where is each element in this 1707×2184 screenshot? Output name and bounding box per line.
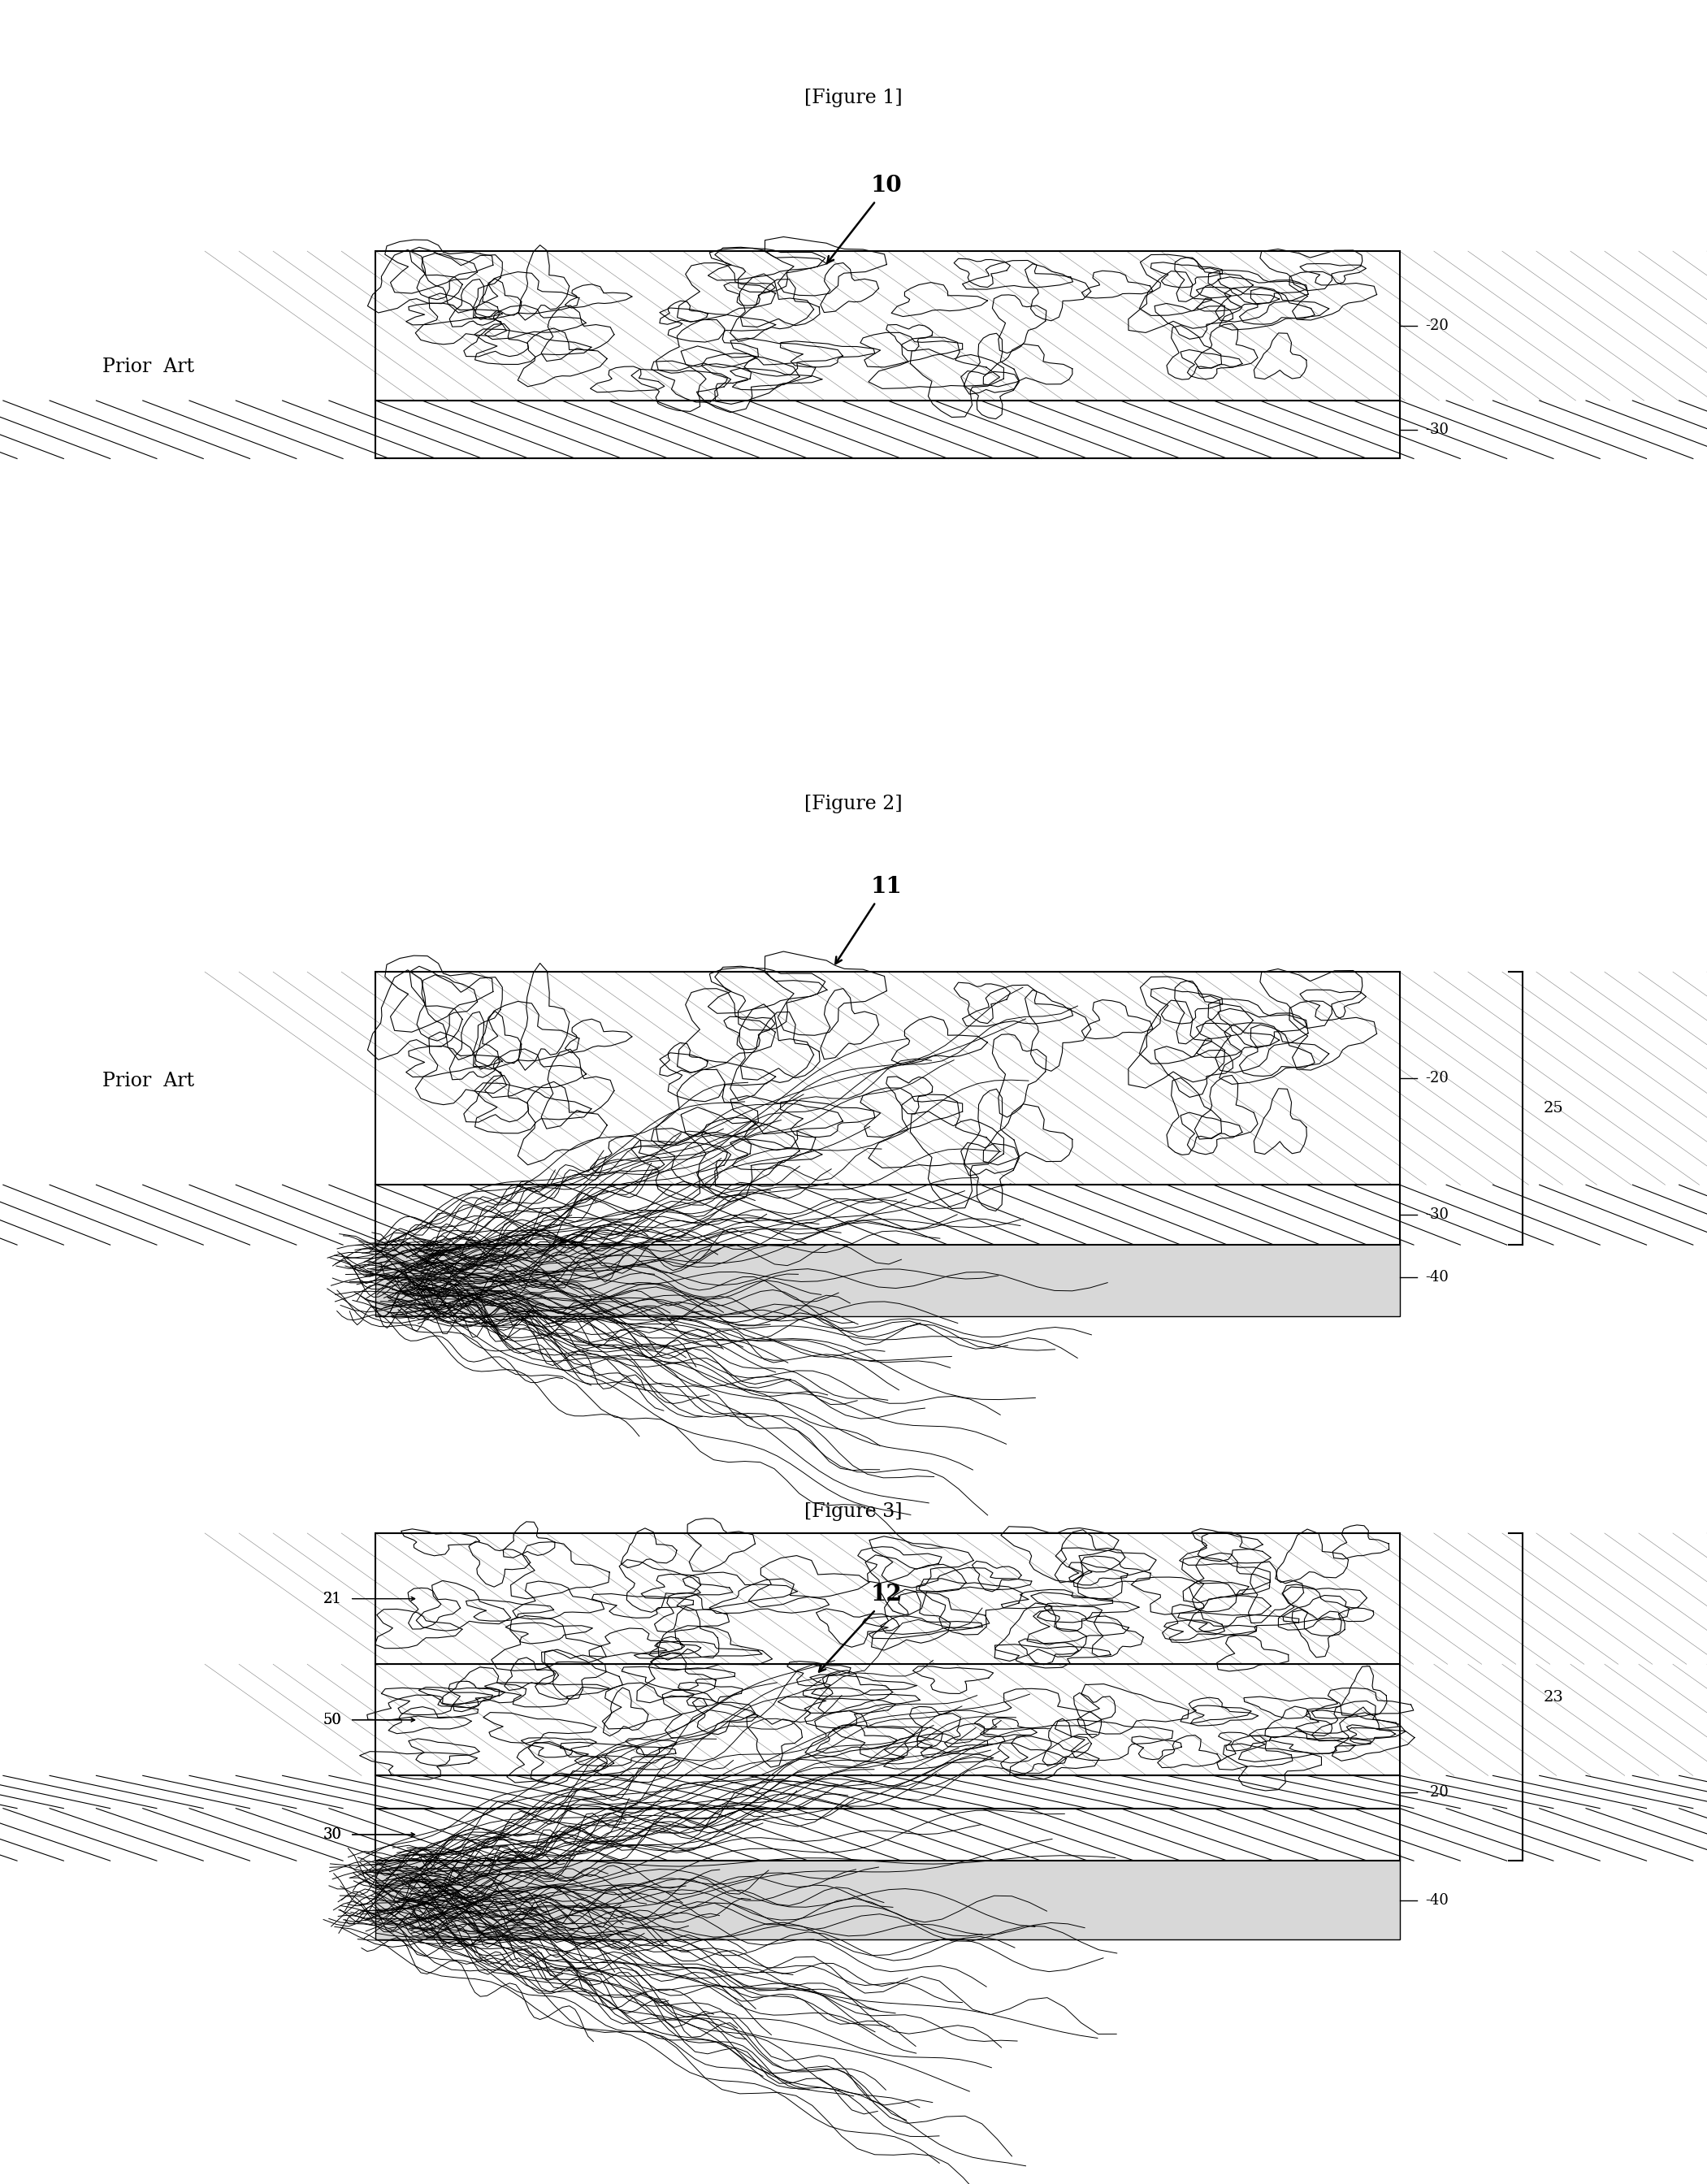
Bar xyxy=(376,1664,1400,1776)
Text: -40: -40 xyxy=(1425,1894,1449,1907)
Text: 11: 11 xyxy=(871,876,901,898)
Bar xyxy=(376,1776,1400,1808)
Bar xyxy=(376,1184,1400,1245)
Text: 21: 21 xyxy=(323,1592,341,1605)
Text: 21: 21 xyxy=(323,1592,341,1605)
Bar xyxy=(376,1533,1400,1664)
Text: Prior  Art: Prior Art xyxy=(102,1072,195,1090)
Text: 50: 50 xyxy=(323,1712,341,1728)
Text: Prior  Art: Prior Art xyxy=(102,358,195,376)
Bar xyxy=(376,251,1400,400)
Text: [Figure 1]: [Figure 1] xyxy=(804,90,903,107)
Text: 25: 25 xyxy=(1543,1101,1564,1116)
Text: -20: -20 xyxy=(1425,1784,1449,1800)
Text: -40: -40 xyxy=(1425,1271,1449,1284)
Text: -20: -20 xyxy=(1425,319,1449,334)
Text: 23: 23 xyxy=(1543,1690,1564,1704)
Text: 30: 30 xyxy=(323,1828,341,1841)
Text: 12: 12 xyxy=(871,1583,901,1605)
Bar xyxy=(376,400,1400,459)
Text: -30: -30 xyxy=(1425,1208,1449,1223)
Text: 50: 50 xyxy=(323,1712,341,1728)
Text: [Figure 3]: [Figure 3] xyxy=(804,1503,903,1520)
Text: 10: 10 xyxy=(871,175,901,197)
Bar xyxy=(376,1808,1400,1861)
Bar xyxy=(376,1854,1400,1939)
Text: -20: -20 xyxy=(1425,1070,1449,1085)
Bar xyxy=(376,1238,1400,1315)
Text: -30: -30 xyxy=(1425,422,1449,437)
Bar xyxy=(376,972,1400,1184)
Text: 30: 30 xyxy=(323,1828,341,1841)
Text: [Figure 2]: [Figure 2] xyxy=(804,795,903,812)
